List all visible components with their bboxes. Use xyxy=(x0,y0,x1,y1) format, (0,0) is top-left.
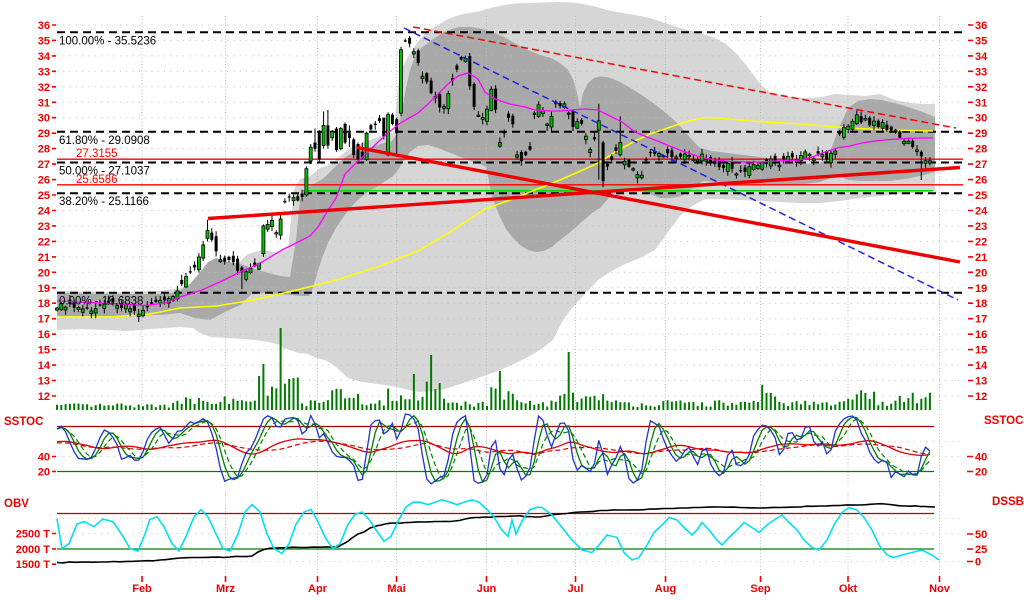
svg-text:26: 26 xyxy=(975,175,987,187)
svg-text:13: 13 xyxy=(975,376,987,388)
svg-text:36: 36 xyxy=(975,20,987,32)
svg-text:21: 21 xyxy=(975,252,987,264)
svg-text:Mai: Mai xyxy=(387,583,405,595)
svg-text:20: 20 xyxy=(38,267,50,279)
svg-text:Sep: Sep xyxy=(750,583,770,595)
svg-text:23: 23 xyxy=(975,221,987,233)
svg-text:28: 28 xyxy=(38,144,50,156)
svg-text:25: 25 xyxy=(975,544,987,556)
svg-text:35: 35 xyxy=(975,35,987,47)
svg-text:40: 40 xyxy=(38,452,50,464)
svg-text:Jul: Jul xyxy=(568,583,584,595)
svg-text:20: 20 xyxy=(975,467,987,479)
svg-text:12: 12 xyxy=(975,391,987,403)
svg-text:16: 16 xyxy=(38,329,50,341)
svg-text:29: 29 xyxy=(975,128,987,140)
svg-text:25: 25 xyxy=(975,190,987,202)
svg-text:Feb: Feb xyxy=(132,583,152,595)
svg-text:0.00% - 18.6838: 0.00% - 18.6838 xyxy=(59,296,143,308)
svg-text:Mrz: Mrz xyxy=(216,583,235,595)
svg-text:32: 32 xyxy=(975,82,987,94)
svg-text:20: 20 xyxy=(38,467,50,479)
svg-text:OBV: OBV xyxy=(4,498,29,510)
svg-text:14: 14 xyxy=(38,360,51,372)
svg-text:17: 17 xyxy=(975,314,987,326)
svg-text:2500 T: 2500 T xyxy=(16,529,51,541)
svg-text:17: 17 xyxy=(38,314,50,326)
svg-text:36: 36 xyxy=(38,20,50,32)
svg-text:24: 24 xyxy=(975,206,988,218)
svg-text:100.00% - 35.5236: 100.00% - 35.5236 xyxy=(59,35,156,47)
svg-text:SSTOC: SSTOC xyxy=(4,416,43,428)
svg-text:34: 34 xyxy=(975,51,988,63)
svg-text:25: 25 xyxy=(38,190,50,202)
svg-text:13: 13 xyxy=(38,376,50,388)
svg-text:0: 0 xyxy=(975,557,981,569)
svg-text:20: 20 xyxy=(975,267,987,279)
svg-text:19: 19 xyxy=(975,283,987,295)
svg-text:26: 26 xyxy=(38,175,50,187)
svg-text:50: 50 xyxy=(975,529,987,541)
svg-text:19: 19 xyxy=(38,283,50,295)
svg-text:61.80% - 29.0908: 61.80% - 29.0908 xyxy=(59,135,150,147)
svg-text:23: 23 xyxy=(38,221,50,233)
svg-text:22: 22 xyxy=(38,236,50,248)
svg-text:Jun: Jun xyxy=(477,583,497,595)
svg-text:16: 16 xyxy=(975,329,987,341)
svg-text:18: 18 xyxy=(38,298,50,310)
svg-text:Aug: Aug xyxy=(655,583,676,595)
svg-text:33: 33 xyxy=(975,66,987,78)
svg-text:1500 T: 1500 T xyxy=(16,559,51,571)
svg-text:32: 32 xyxy=(38,82,50,94)
svg-text:Okt: Okt xyxy=(839,583,858,595)
svg-text:27: 27 xyxy=(38,159,50,171)
svg-text:15: 15 xyxy=(975,345,987,357)
svg-text:30: 30 xyxy=(975,113,987,125)
svg-text:35: 35 xyxy=(38,35,50,47)
svg-text:31: 31 xyxy=(38,97,50,109)
svg-text:31: 31 xyxy=(975,97,987,109)
svg-text:29: 29 xyxy=(38,128,50,140)
svg-text:34: 34 xyxy=(38,51,51,63)
svg-text:15: 15 xyxy=(38,345,50,357)
svg-text:21: 21 xyxy=(38,252,50,264)
svg-text:12: 12 xyxy=(38,391,50,403)
svg-text:24: 24 xyxy=(38,206,51,218)
svg-text:SSTOC: SSTOC xyxy=(984,415,1023,427)
svg-text:22: 22 xyxy=(975,236,987,248)
svg-text:2000 T: 2000 T xyxy=(16,544,51,556)
svg-text:27: 27 xyxy=(975,159,987,171)
svg-text:38.20% - 25.1166: 38.20% - 25.1166 xyxy=(59,196,149,208)
svg-text:33: 33 xyxy=(38,66,50,78)
svg-text:50.00% - 27.1037: 50.00% - 27.1037 xyxy=(59,166,150,178)
svg-text:Apr: Apr xyxy=(308,583,328,595)
svg-text:DSSB: DSSB xyxy=(992,496,1024,508)
svg-text:27.3155: 27.3155 xyxy=(76,148,118,160)
svg-text:Nov: Nov xyxy=(929,583,951,595)
svg-text:40: 40 xyxy=(975,452,987,464)
svg-text:18: 18 xyxy=(975,298,987,310)
svg-text:14: 14 xyxy=(975,360,988,372)
svg-text:28: 28 xyxy=(975,144,987,156)
svg-text:25.6586: 25.6586 xyxy=(76,174,118,186)
svg-text:30: 30 xyxy=(38,113,50,125)
